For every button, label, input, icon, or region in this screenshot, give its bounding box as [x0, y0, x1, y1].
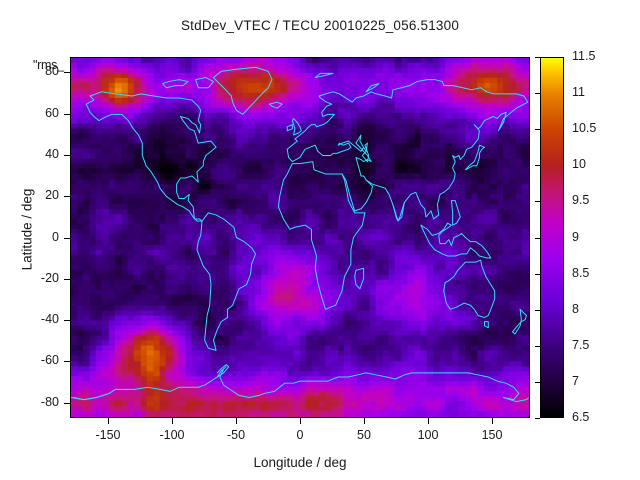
y-tick-label: -20 [40, 271, 59, 285]
y-tick [64, 196, 70, 197]
x-tick [108, 418, 109, 424]
y-tick-label: -60 [40, 353, 59, 367]
x-tick-label: -150 [95, 428, 121, 442]
y-tick-label: -40 [40, 312, 59, 326]
y-tick-label: -80 [40, 395, 59, 409]
colorbar-tick-label: 11.5 [572, 49, 596, 63]
y-tick [64, 361, 70, 362]
x-axis-title: Longitude / deg [253, 455, 347, 470]
x-tick-label: 150 [481, 428, 503, 442]
y-tick-label: 80 [45, 64, 59, 78]
y-tick-label: 0 [52, 230, 59, 244]
colorbar-tick [535, 346, 540, 347]
colorbar-tick-label: 11 [572, 85, 585, 99]
colorbar-tick [535, 310, 540, 311]
colorbar-tick-label: 7 [572, 374, 579, 388]
colorbar-tick [535, 57, 540, 58]
y-tick [64, 72, 70, 73]
x-tick [172, 418, 173, 424]
x-tick-label: -50 [226, 428, 246, 442]
x-tick-label: -100 [159, 428, 185, 442]
colorbar-tick-label: 10 [572, 157, 586, 171]
colorbar-tick [535, 382, 540, 383]
y-tick-label: 20 [45, 188, 59, 202]
colorbar-tick-label: 10.5 [572, 121, 597, 135]
colorbar-tick-label: 9 [572, 230, 579, 244]
stray-overlap-label: "rms_ [33, 58, 64, 72]
x-tick [300, 418, 301, 424]
x-tick [364, 418, 365, 424]
map-plot-area[interactable] [70, 57, 530, 418]
x-tick [236, 418, 237, 424]
colorbar-tick [535, 418, 540, 419]
y-tick [64, 279, 70, 280]
y-tick [64, 155, 70, 156]
x-tick-label: 50 [357, 428, 371, 442]
y-tick [64, 403, 70, 404]
x-tick [428, 418, 429, 424]
colorbar-tick [535, 201, 540, 202]
colorbar-tick-label: 6.5 [572, 410, 590, 424]
colorbar-tick [535, 274, 540, 275]
y-tick [64, 114, 70, 115]
x-tick-label: 0 [296, 428, 304, 442]
colorbar-tick-label: 8.5 [572, 266, 590, 280]
y-tick-label: 40 [45, 147, 59, 161]
x-tick-label: 100 [417, 428, 439, 442]
x-tick [492, 418, 493, 424]
colorbar-tick [535, 238, 540, 239]
colorbar-tick-label: 9.5 [572, 193, 590, 207]
colorbar[interactable] [540, 57, 564, 418]
y-axis-title: Latitude / deg [19, 188, 35, 271]
y-tick-label: 60 [45, 106, 59, 120]
colorbar-tick [535, 129, 540, 130]
y-tick [64, 238, 70, 239]
colorbar-gradient [541, 58, 563, 417]
y-tick [64, 320, 70, 321]
colorbar-tick-label: 8 [572, 302, 579, 316]
colorbar-tick [535, 93, 540, 94]
chart-title: StdDev_VTEC / TECU 20010225_056.51300 [180, 18, 460, 33]
vtec-heatmap [71, 58, 529, 417]
colorbar-tick-label: 7.5 [572, 338, 590, 352]
colorbar-tick [535, 165, 540, 166]
